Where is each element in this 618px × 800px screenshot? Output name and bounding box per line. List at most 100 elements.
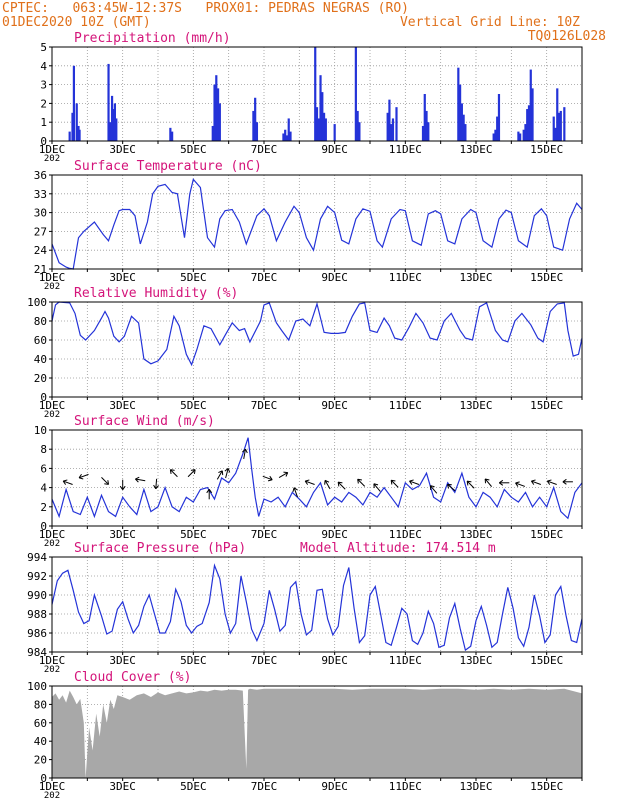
wind-xtick-label: 13DEC	[459, 528, 492, 541]
wind-arrow	[224, 467, 231, 479]
wind-arrow-head	[153, 484, 159, 490]
precip-bar	[425, 110, 428, 141]
precipitation-ytick-label: 5	[40, 41, 47, 54]
wind-panel: 0 2 4 6 8 10 1DEC 3DEC 5DEC 7DEC 9DEC 11DEC 13DEC 15D…	[34, 414, 583, 549]
wind-arrow-shaft	[373, 483, 381, 492]
pressure-xtick-label: 15DEC	[530, 654, 563, 667]
wind-arrow-head	[324, 479, 330, 485]
temperature-xtick-label: 11DEC	[389, 271, 422, 284]
wind-arrow-shaft	[262, 475, 273, 481]
wind-arrow-head	[304, 479, 310, 485]
precip-bar	[497, 94, 501, 141]
pressure-frame	[51, 556, 583, 653]
cloud-ytick-label: 100	[27, 680, 47, 693]
precipitation-frame	[51, 46, 583, 142]
cloud-ytick-label: 20	[34, 754, 47, 767]
temperature-title: Surface Temperature (nC)	[74, 159, 262, 174]
precip-bar	[557, 112, 561, 141]
wind-arrow-shaft	[135, 478, 146, 482]
precip-bar	[496, 116, 499, 141]
pressure-ytick-label: 992	[27, 570, 47, 583]
precip-bar	[391, 118, 395, 141]
cloud-xtick-label: 9DEC	[321, 780, 348, 793]
pressure-series-line	[51, 563, 583, 652]
precip-bar	[287, 118, 290, 141]
wind-arrow-shaft	[324, 480, 331, 490]
wind-ytick-label: 10	[34, 424, 47, 437]
precip-bar	[457, 67, 460, 141]
wind-arrow-head	[190, 469, 196, 474]
pressure-xtick-label: 11DEC	[389, 654, 422, 667]
wind-arrow-head	[267, 475, 273, 482]
wind-arrow	[446, 483, 456, 492]
wind-arrow-head	[104, 480, 110, 485]
precip-bar	[459, 84, 462, 141]
wind-arrow-shaft	[155, 478, 158, 489]
precip-bar	[356, 110, 359, 141]
precip-bar	[169, 127, 172, 141]
wind-arrow-head	[62, 479, 68, 485]
precipitation-panel: 0 1 2 3 4 5 1DEC 3DEC 5DEC 7DEC 9DEC 11DEC 13DEC 15DE…	[39, 31, 583, 164]
precipitation-xtick-label: 1DEC	[39, 143, 66, 156]
wind-arrow-head	[292, 487, 298, 492]
precip-bar	[517, 131, 520, 141]
pressure-panel: 984 986 988 990 992 994 1DEC 3DEC 5DEC 7DEC 9DEC 11…	[27, 541, 583, 675]
precip-bar	[460, 103, 463, 141]
wind-arrow-head	[390, 479, 396, 485]
wind-arrow	[101, 477, 110, 485]
cloud-area	[52, 688, 582, 778]
wind-arrow-head	[206, 489, 213, 494]
precip-bar	[211, 125, 214, 141]
precip-bar	[252, 110, 255, 141]
wind-arrow-shaft	[484, 478, 492, 487]
wind-arrow	[357, 478, 366, 487]
precip-bar	[317, 118, 320, 141]
humidity-ytick-label: 60	[34, 334, 47, 347]
precip-bar	[527, 105, 531, 141]
precip-bar	[314, 47, 317, 141]
precip-bar	[110, 95, 114, 141]
wind-arrow-head	[78, 473, 84, 480]
precipitation-xtick-label: 3DEC	[109, 143, 136, 156]
wind-xtick-label: 7DEC	[251, 528, 278, 541]
header-location: CPTEC: 063:45W-12:37S PROX01: PEDRAS NEG…	[2, 1, 409, 16]
wind-arrow-shaft	[447, 484, 456, 492]
precip-bar	[552, 116, 555, 141]
cloud-ytick-label: 80	[34, 698, 47, 711]
precip-bar	[315, 107, 319, 141]
wind-ytick-label: 2	[40, 501, 47, 514]
wind-ytick-label: 4	[40, 482, 47, 495]
precipitation-xtick-label: 13DEC	[459, 143, 492, 156]
header-run-time: 01DEC2020 10Z (GMT)	[2, 15, 151, 30]
wind-arrow-shaft	[243, 448, 246, 460]
temperature-panel: 21 24 27 30 33 36 1DEC 3DEC 5DEC 7DEC 9DEC 11DEC 13D…	[34, 159, 583, 292]
precip-bar	[218, 103, 221, 141]
wind-arrow-head	[499, 479, 504, 486]
precipitation-xtick-label: 15DEC	[530, 143, 563, 156]
precip-bar	[115, 118, 118, 141]
wind-arrow	[304, 479, 315, 485]
wind-arrow-shaft	[225, 468, 229, 479]
wind-arrow	[484, 478, 492, 487]
wind-arrow	[546, 479, 557, 485]
wind-arrow-head	[429, 485, 435, 490]
wind-arrow	[62, 479, 73, 485]
precip-bar	[554, 127, 557, 141]
wind-arrow-shaft	[101, 477, 109, 485]
pressure-annotation: Model Altitude: 174.514 m	[300, 541, 496, 556]
precip-bar	[423, 94, 426, 141]
precip-bar	[390, 124, 393, 141]
precipitation-year-label: 202	[44, 154, 60, 164]
precip-bar	[319, 75, 322, 141]
humidity-xtick-label: 1DEC	[39, 399, 66, 412]
precip-bar	[388, 99, 391, 141]
precip-bar	[462, 114, 465, 141]
pressure-ytick-label: 984	[27, 646, 47, 659]
precip-bar	[109, 122, 112, 141]
wind-arrow-head	[446, 483, 452, 489]
wind-arrow-shaft	[187, 469, 196, 478]
precip-bar	[354, 47, 357, 141]
temperature-xtick-label: 9DEC	[321, 271, 348, 284]
wind-arrow-head	[218, 470, 224, 476]
wind-arrow	[135, 476, 146, 483]
